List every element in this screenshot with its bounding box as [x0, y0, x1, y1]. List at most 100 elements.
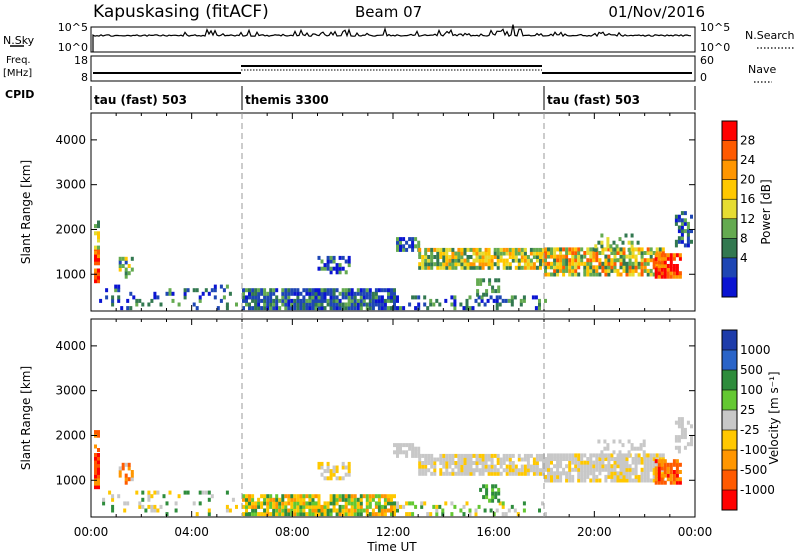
- range-gate-cell: [138, 501, 142, 506]
- range-gate-cell: [589, 471, 593, 476]
- range-gate-cell: [141, 504, 145, 509]
- range-gate-cell: [517, 247, 521, 252]
- range-gate-cell: [399, 237, 402, 242]
- range-gate-cell: [124, 274, 128, 279]
- range-gate-cell: [675, 253, 679, 258]
- range-gate-cell: [168, 291, 172, 296]
- range-gate-cell: [637, 457, 641, 461]
- range-gate-cell: [559, 265, 563, 270]
- range-gate-cell: [329, 469, 333, 474]
- range-gate-cell: [377, 288, 381, 293]
- range-gate-cell: [445, 265, 449, 270]
- range-gate-cell: [435, 512, 439, 517]
- range-gate-cell: [433, 464, 437, 469]
- range-gate-cell: [118, 267, 122, 272]
- range-gate-cell: [377, 295, 381, 300]
- range-gate-cell: [487, 453, 491, 458]
- range-gate-cell: [586, 464, 590, 469]
- range-gate-cell: [663, 459, 667, 464]
- range-gate-cell: [538, 302, 541, 307]
- range-gate-cell: [640, 272, 644, 277]
- range-gate-cell: [657, 470, 661, 474]
- colorbar-tick-label: -1000: [740, 483, 775, 497]
- range-gate-cell: [568, 474, 572, 479]
- range-gate-cell: [278, 501, 282, 506]
- cpid-strip: CPID tau (fast) 503 themis 3300 tau (fast)…: [5, 86, 696, 110]
- range-gate-cell: [661, 457, 665, 461]
- range-gate-cell: [320, 288, 324, 293]
- range-gate-cell: [469, 461, 473, 465]
- range-gate-cell: [335, 266, 339, 271]
- range-gate-cell: [544, 457, 547, 461]
- range-gate-cell: [430, 471, 434, 476]
- range-gate-cell: [646, 261, 650, 266]
- range-gate-cell: [257, 501, 261, 506]
- range-gate-cell: [362, 288, 366, 293]
- range-gate-cell: [658, 247, 662, 252]
- range-gate-cell: [622, 247, 626, 252]
- x-tick-label: 04:00: [174, 525, 209, 539]
- range-gate-cell: [94, 224, 97, 229]
- range-gate-cell: [619, 247, 623, 252]
- range-gate-cell: [580, 464, 584, 469]
- range-gate-cell: [393, 504, 396, 509]
- range-gate-cell: [598, 457, 602, 461]
- range-gate-cell: [660, 459, 664, 464]
- range-gate-cell: [124, 267, 128, 272]
- range-gate-cell: [621, 240, 625, 245]
- range-gate-cell: [683, 445, 687, 450]
- range-gate-cell: [550, 474, 553, 479]
- range-gate-cell: [365, 291, 369, 296]
- range-gate-cell: [604, 457, 608, 461]
- range-gate-cell: [577, 478, 581, 483]
- range-gate-cell: [371, 497, 375, 502]
- range-gate-cell: [592, 464, 596, 469]
- range-gate-cell: [281, 512, 285, 517]
- range-gate-cell: [287, 302, 291, 307]
- range-gate-cell: [94, 485, 97, 490]
- range-gate-cell: [141, 497, 145, 502]
- range-gate-cell: [396, 446, 399, 451]
- range-gate-cell: [332, 472, 336, 477]
- range-gate-cell: [562, 258, 566, 263]
- range-gate-cell: [281, 295, 285, 300]
- range-gate-cell: [610, 261, 614, 266]
- range-gate-cell: [450, 501, 454, 506]
- range-gate-cell: [539, 255, 542, 259]
- range-gate-cell: [150, 298, 154, 303]
- range-gate-cell: [168, 288, 172, 293]
- range-gate-cell: [421, 464, 425, 469]
- range-gate-cell: [478, 262, 482, 267]
- range-gate-cell: [550, 460, 553, 465]
- range-gate-cell: [649, 467, 653, 472]
- range-gate-cell: [94, 444, 97, 449]
- range-gate-cell: [359, 504, 363, 509]
- range-gate-cell: [574, 251, 578, 255]
- range-gate-cell: [592, 247, 596, 252]
- range-gate-cell: [383, 298, 387, 303]
- range-gate-cell: [672, 459, 676, 464]
- range-gate-cell: [565, 261, 569, 266]
- range-gate-cell: [97, 268, 100, 273]
- range-gate-cell: [613, 471, 617, 476]
- range-gate-cell: [680, 236, 684, 241]
- range-gate-cell: [424, 265, 428, 270]
- range-gate-cell: [663, 264, 667, 268]
- range-gate-cell: [677, 225, 681, 230]
- range-gate-cell: [305, 501, 309, 506]
- range-gate-cell: [275, 508, 279, 513]
- range-gate-cell: [513, 508, 517, 513]
- range-gate-cell: [559, 268, 563, 273]
- range-gate-cell: [399, 244, 402, 249]
- range-gate-cell: [323, 266, 327, 271]
- range-gate-cell: [544, 478, 547, 483]
- range-gate-cell: [472, 468, 476, 473]
- range-gate-cell: [520, 258, 524, 263]
- range-gate-cell: [616, 460, 620, 465]
- range-gate-cell: [210, 288, 214, 293]
- range-gate-cell: [469, 453, 473, 458]
- range-gate-cell: [305, 494, 309, 499]
- range-gate-cell: [646, 268, 650, 273]
- range-gate-cell: [411, 443, 415, 448]
- range-gate-cell: [526, 265, 530, 270]
